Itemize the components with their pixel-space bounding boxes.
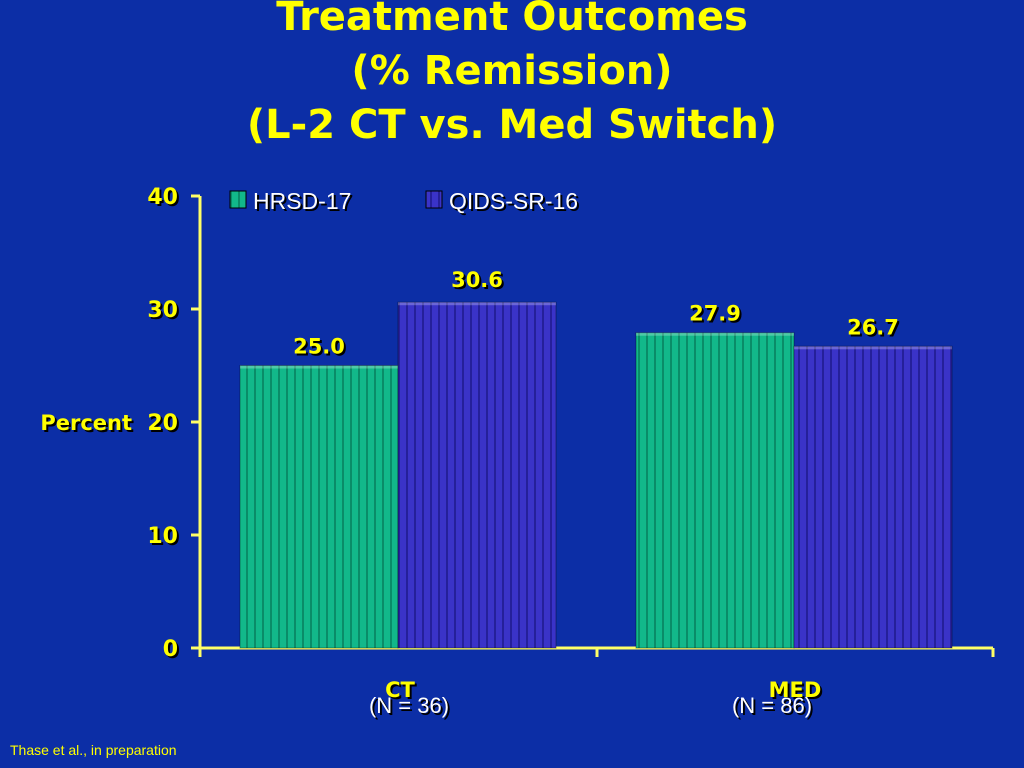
legend-label-shadow: HRSD-17 — [255, 190, 353, 216]
y-tick-label-text: 40 — [147, 185, 178, 210]
bar-value-label-shadow: 26.7 — [849, 317, 901, 341]
bar-value-label-shadow: 27.9 — [691, 304, 743, 328]
title-line-1: Treatment Outcomes — [276, 0, 748, 40]
title-line-2: (% Remission) — [351, 48, 673, 94]
y-tick-label-text: 30 — [147, 298, 178, 323]
bar-hrsd-17-ct — [239, 365, 399, 649]
bar-top-highlight — [636, 332, 794, 336]
legend-label-text: QIDS-SR-16 — [449, 188, 578, 214]
category-sublabel: (N = 86)(N = 86) — [732, 693, 814, 720]
y-tick-label-text: 20 — [147, 411, 178, 436]
category-sublabel-text: (N = 36) — [369, 693, 449, 718]
bar-value-label-text: 30.6 — [451, 268, 503, 292]
y-tick-label-text: 10 — [147, 524, 178, 549]
slide-title: Treatment Outcomes (% Remission) (L-2 CT… — [0, 0, 1024, 152]
y-tick-label: 00 — [163, 637, 180, 664]
citation: Thase et al., in preparation — [10, 742, 177, 758]
category-label-text: MED — [769, 678, 822, 702]
bar-value-label: 25.025.0 — [293, 335, 347, 361]
category-sublabel-text: (N = 86) — [732, 693, 812, 718]
category-label-shadow: CT — [387, 680, 417, 704]
legend-label-text: HRSD-17 — [253, 188, 351, 214]
bar-value-label-shadow: 30.6 — [453, 270, 505, 294]
y-tick-label-shadow: 30 — [149, 300, 180, 325]
category-label-shadow: MED — [771, 680, 824, 704]
category-sublabel-shadow: (N = 36) — [371, 695, 451, 720]
y-axis-title-text: Percent — [40, 411, 132, 435]
legend-swatch-qids-sr-16 — [425, 190, 443, 209]
bar-qids-sr-16-ct — [397, 301, 557, 649]
bar-value-label: 26.726.7 — [847, 315, 901, 341]
category-sublabel-shadow: (N = 86) — [734, 695, 814, 720]
y-tick-label-text: 0 — [163, 637, 178, 662]
y-tick-label-shadow: 20 — [149, 413, 180, 438]
bar-value-label-text: 26.7 — [847, 315, 899, 339]
bar-top-highlight — [240, 365, 398, 369]
y-tick-label-shadow: 10 — [149, 526, 180, 551]
category-sublabel: (N = 36)(N = 36) — [369, 693, 451, 720]
legend-label-shadow: QIDS-SR-16 — [451, 190, 580, 216]
title-line-3: (L-2 CT vs. Med Switch) — [246, 102, 778, 148]
bar-hrsd-17-med — [635, 332, 795, 649]
bar-top-highlight — [398, 302, 556, 306]
bar-top-highlight — [794, 346, 952, 350]
y-axis-title-shadow: Percent — [42, 413, 134, 437]
legend-swatch-hrsd-17 — [229, 190, 247, 209]
bar-value-label: 27.927.9 — [689, 302, 743, 328]
y-tick-label-shadow: 0 — [165, 639, 180, 664]
bar-value-label-text: 25.0 — [293, 335, 345, 359]
y-tick-label-shadow: 40 — [149, 187, 180, 212]
bar-value-label-text: 27.9 — [689, 302, 741, 326]
bar-value-label: 30.630.6 — [451, 268, 505, 294]
bar-qids-sr-16-med — [793, 345, 953, 649]
category-label-text: CT — [385, 678, 415, 702]
bar-value-label-shadow: 25.0 — [295, 337, 347, 361]
